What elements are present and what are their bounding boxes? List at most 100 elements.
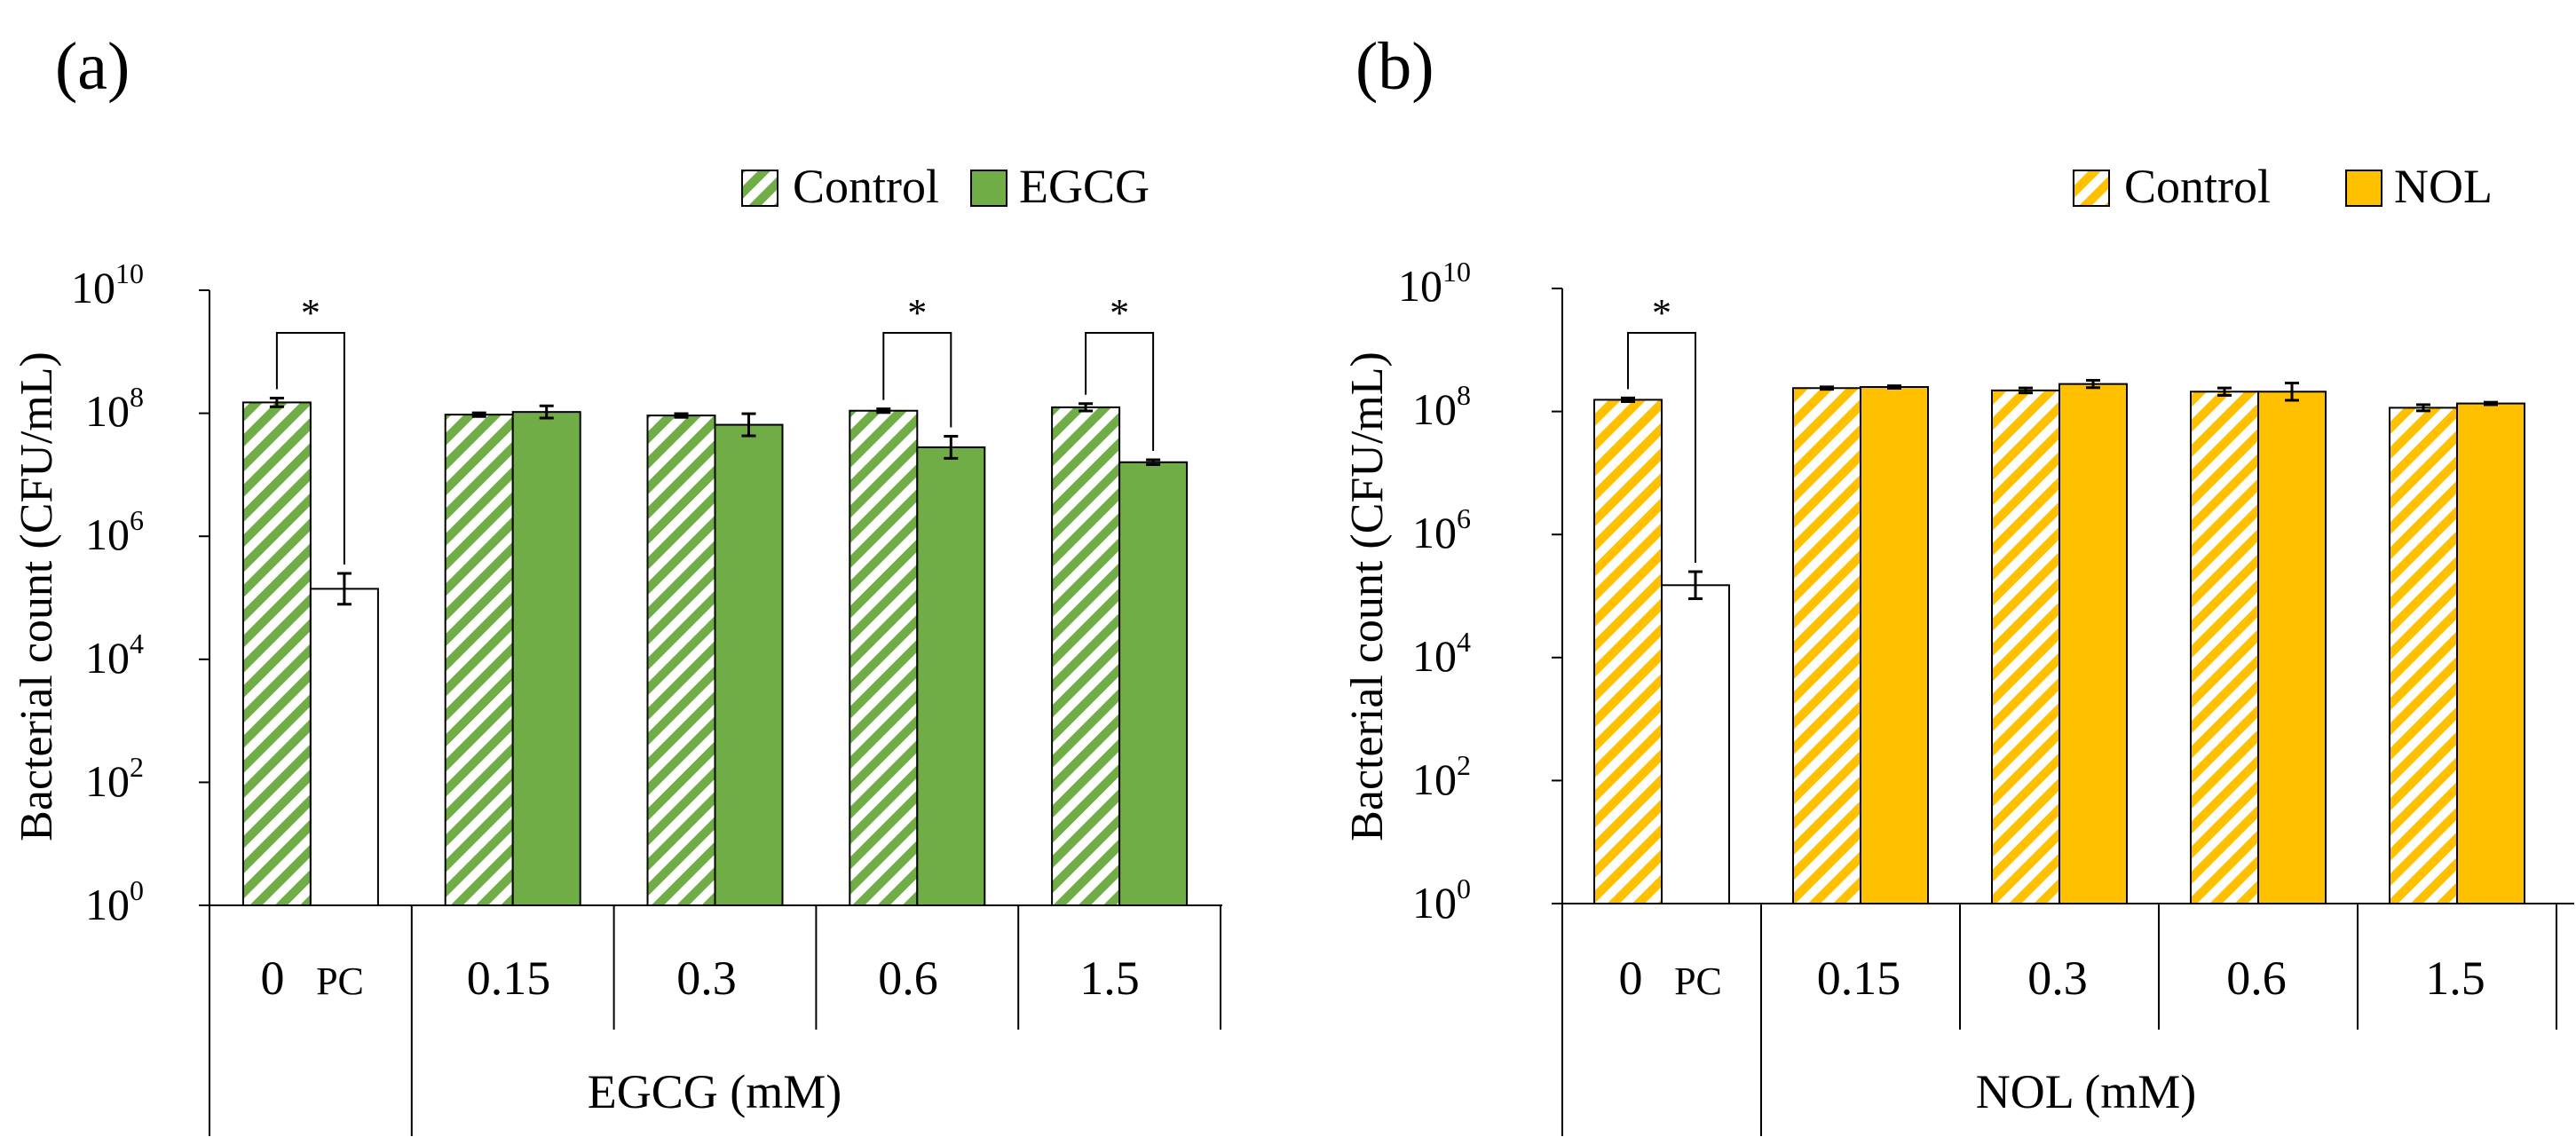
x-category-label: 0.15: [1817, 952, 1901, 1005]
significance-bracket: *: [882, 291, 952, 428]
panel-a-label: (a): [55, 29, 130, 104]
significance-bracket: *: [275, 291, 345, 565]
x-category-label: 0.15: [467, 952, 551, 1005]
error-bar-control: [1079, 402, 1094, 413]
panel-b-legend: Control NOL: [2073, 160, 2493, 213]
bar-control: [849, 409, 919, 906]
bar-treatment: [1860, 386, 1929, 904]
bar-control: [1593, 399, 1663, 904]
y-tick-label: 108: [1412, 379, 1471, 434]
y-tick-label: 106: [85, 504, 144, 559]
error-bar-treatment: [1146, 458, 1161, 467]
x-category-label: 0.3: [676, 952, 737, 1005]
y-tick-label: 104: [1412, 626, 1471, 681]
x-category-label: 0.3: [2027, 952, 2088, 1005]
bracket-line: [1085, 332, 1155, 451]
bar-treatment: [916, 446, 986, 907]
error-bar-treatment: [1887, 384, 1901, 390]
panel-a-plot-area: * * *: [199, 289, 1222, 1136]
panel-b-plot-area: *: [1552, 288, 2574, 1136]
x-category-label: 1.5: [2425, 952, 2485, 1005]
bar-control: [444, 414, 514, 907]
bar-treatment: [2257, 391, 2327, 904]
y-tick-label: 1010: [71, 257, 144, 312]
bracket-line: [882, 332, 952, 428]
legend-control-swatch: [741, 170, 778, 207]
x-category-pc-label: PC: [316, 959, 364, 1003]
error-bar-treatment: [2484, 400, 2498, 407]
error-bar-control: [1621, 396, 1635, 403]
panel-a-legend: Control EGCG: [741, 160, 1150, 213]
bar-treatment: [1118, 461, 1189, 906]
legend-egcg-label: EGCG: [1019, 160, 1150, 213]
panel-b-label: (b): [1355, 29, 1434, 104]
x-category-pc-label: PC: [1674, 959, 1722, 1003]
y-tick-label: 104: [85, 628, 144, 683]
significance-star: *: [301, 291, 320, 335]
bar-control: [2190, 391, 2259, 904]
error-bar-treatment: [944, 434, 959, 460]
panel-a-y-ticks: 100 102 104 106 108 1010: [71, 257, 144, 929]
legend-nol-swatch: [2345, 170, 2382, 207]
error-bar-treatment: [336, 572, 352, 606]
error-bar-control: [674, 412, 689, 419]
error-bar-treatment: [741, 412, 756, 438]
significance-bracket: *: [1627, 291, 1696, 564]
error-bar-treatment: [1688, 570, 1703, 601]
bar-treatment: [2058, 383, 2128, 904]
x-category-label: 0: [1619, 952, 1643, 1005]
error-bar-control: [876, 407, 891, 415]
bar-pc: [1661, 584, 1730, 904]
bar-treatment: [511, 411, 581, 906]
y-tick-label: 100: [1412, 873, 1471, 928]
legend-control-label: Control: [2124, 160, 2271, 213]
bracket-line: [1627, 332, 1696, 564]
y-tick-label: 102: [85, 751, 144, 806]
y-tick-label: 102: [1412, 749, 1471, 804]
bar-control: [1792, 387, 1861, 905]
y-tick-label: 1010: [1398, 256, 1471, 311]
panel-a: (a) Control EGCG Bacterial count (CFU/mL…: [12, 29, 1222, 1136]
error-bar-treatment: [2086, 378, 2100, 390]
panel-b: (b) Control NOL Bacterial count (CFU/mL)…: [1342, 29, 2574, 1136]
legend-control-label: Control: [793, 160, 939, 213]
error-bar-control: [2416, 403, 2430, 413]
legend-nol-label: NOL: [2394, 160, 2493, 213]
x-category-label: 0: [261, 952, 285, 1005]
bracket-line: [275, 332, 345, 565]
significance-star: *: [1110, 291, 1129, 335]
x-category-label: 1.5: [1079, 952, 1140, 1005]
x-category-label: 0.6: [2226, 952, 2287, 1005]
bar-control: [241, 401, 312, 907]
error-bar-treatment: [539, 404, 554, 420]
significance-star: *: [907, 291, 927, 335]
error-bar-control: [2217, 386, 2232, 397]
error-bar-treatment: [2285, 382, 2299, 402]
panel-b-y-axis-label: Bacterial count (CFU/mL): [1342, 351, 1393, 841]
legend-control-swatch: [2073, 170, 2110, 207]
error-bar-control: [1820, 385, 1834, 391]
x-category-label: 0.6: [878, 952, 938, 1005]
y-tick-label: 100: [85, 874, 144, 929]
y-tick-label: 108: [85, 381, 144, 436]
bar-control: [646, 415, 716, 906]
bar-pc: [309, 588, 379, 907]
bar-control: [1051, 406, 1121, 906]
panel-b-x-axis-label: NOL (mM): [1976, 1065, 2196, 1118]
bar-treatment: [714, 423, 784, 906]
legend-egcg-swatch: [970, 170, 1007, 207]
panel-a-y-axis-label: Bacterial count (CFU/mL): [12, 351, 62, 841]
bar-treatment: [2456, 402, 2525, 904]
significance-star: *: [1652, 291, 1671, 335]
y-tick-label: 106: [1412, 502, 1471, 557]
panel-b-y-ticks: 100 102 104 106 108 1010: [1398, 256, 1471, 928]
bar-control: [2389, 407, 2458, 905]
panel-a-x-axis-label: EGCG (mM): [588, 1065, 842, 1118]
error-bar-control: [269, 397, 284, 408]
bar-control: [1991, 389, 2060, 904]
error-bar-control: [2019, 386, 2033, 395]
error-bar-control: [471, 411, 486, 418]
significance-bracket: *: [1085, 291, 1155, 451]
